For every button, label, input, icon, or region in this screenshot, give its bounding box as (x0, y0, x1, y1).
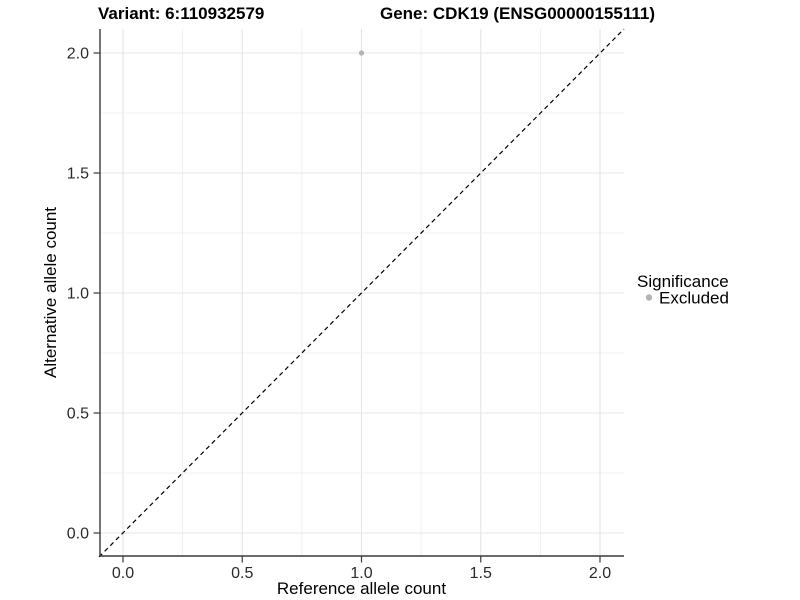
y-axis: 2.0 1.5 1.0 0.5 0.0 Alternative allele c… (41, 46, 100, 543)
x-tick-label: 1.0 (350, 565, 372, 582)
y-tick-label: 0.0 (67, 526, 89, 543)
y-tick-label: 2.0 (67, 46, 89, 63)
legend-title: Significance (637, 272, 729, 291)
data-point-excluded (358, 50, 365, 56)
x-tick-label: 2.0 (589, 565, 611, 582)
identity-reference-line (98, 28, 625, 558)
x-axis: 0.0 0.5 1.0 1.5 2.0 Reference allele cou… (112, 556, 611, 598)
y-tick-label: 1.5 (67, 166, 89, 183)
y-tick-label: 0.5 (67, 406, 89, 423)
x-axis-title: Reference allele count (277, 579, 446, 598)
x-tick-label: 0.5 (231, 565, 253, 582)
y-axis-title: Alternative allele count (41, 207, 60, 378)
legend: Significance Excluded (637, 272, 729, 308)
legend-item-label: Excluded (659, 289, 729, 308)
y-tick-label: 1.0 (67, 286, 89, 303)
gene-title: Gene: CDK19 (ENSG00000155111) (380, 4, 655, 23)
x-tick-label: 0.0 (112, 565, 134, 582)
plot-titles: Variant: 6:110932579 Gene: CDK19 (ENSG00… (98, 4, 655, 23)
legend-key-dot (645, 294, 653, 301)
x-tick-label: 1.5 (470, 565, 492, 582)
variant-title: Variant: 6:110932579 (98, 4, 264, 23)
